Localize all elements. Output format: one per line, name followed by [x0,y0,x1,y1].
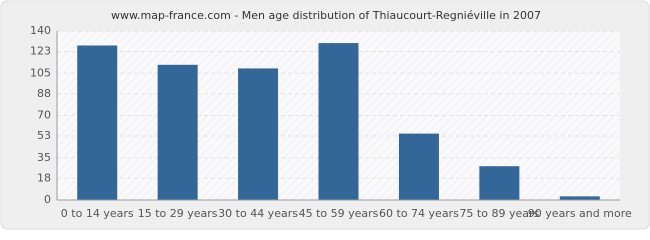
y-tick-label: 53 [37,129,51,142]
x-tick-label: 60 to 74 years [379,207,459,220]
y-tick-label: 123 [30,45,51,58]
y-tick-label: 18 [37,171,51,184]
y-tick-label: 105 [30,66,51,79]
y-tick-label: 88 [37,87,51,100]
bar [77,45,118,200]
bar [318,43,359,201]
bar [157,64,198,200]
x-tick-label: 30 to 44 years [218,207,298,220]
x-tick-label: 0 to 14 years [61,207,134,220]
x-tick-label: 90 years and more [528,207,632,220]
y-tick-label: 70 [37,109,51,122]
bar [238,68,279,201]
bar [479,166,520,200]
chart-title: www.map-france.com - Men age distributio… [111,9,541,22]
x-tick-label: 75 to 89 years [459,207,539,220]
chart: www.map-france.com - Men age distributio… [0,0,650,230]
x-tick-label: 45 to 59 years [299,207,379,220]
y-tick-label: 35 [37,151,51,164]
y-tick-label: 140 [30,24,51,37]
bar [559,196,600,200]
y-tick-label: 0 [44,193,51,206]
bar [398,133,439,200]
x-tick-label: 15 to 29 years [138,207,218,220]
